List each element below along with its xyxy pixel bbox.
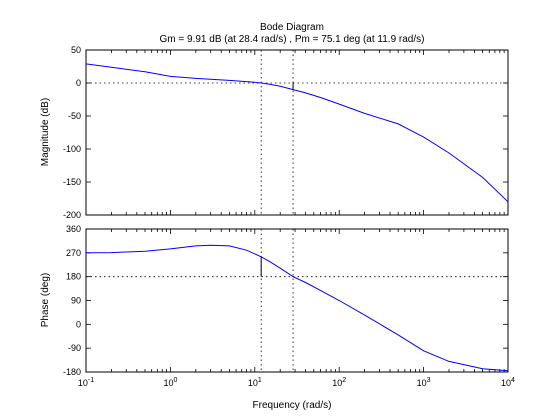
phase-panel: 360 270 180 90 0 -90 -180 — [63, 224, 509, 377]
magnitude-series-line — [85, 63, 509, 203]
magnitude-axis-label: Magnitude (dB) — [40, 98, 51, 166]
phase-y-tick-label: 180 — [66, 272, 81, 282]
x-tick-label: 102 — [332, 377, 346, 388]
magnitude-y-tick-label: -100 — [63, 144, 81, 154]
phase-y-tick-label: 270 — [66, 248, 81, 258]
phase-y-tick-label: -90 — [68, 343, 81, 353]
x-tick-labels: 10-1 100 101 102 103 104 — [78, 377, 515, 388]
x-tick-label: 100 — [163, 377, 177, 388]
magnitude-panel: 50 0 -50 -100 -150 -200 — [63, 45, 509, 220]
phase-y-tick-label: -180 — [63, 367, 81, 377]
phase-y-tick-label: 360 — [66, 224, 81, 234]
x-tick-label: 10-1 — [78, 377, 94, 388]
phase-y-tick-label: 0 — [76, 319, 81, 329]
x-tick-label: 104 — [501, 377, 515, 388]
x-tick-label: 101 — [248, 377, 262, 388]
margins-subtitle: Gm = 9.91 dB (at 28.4 rad/s) , Pm = 75.1… — [160, 34, 425, 45]
magnitude-y-tick-label: -200 — [63, 210, 81, 220]
phase-y-tick-label: 90 — [71, 296, 81, 306]
x-tick-label: 103 — [417, 377, 431, 388]
magnitude-y-tick-label: 0 — [76, 78, 81, 88]
magnitude-y-tick-label: -150 — [63, 177, 81, 187]
phase-axis-label: Phase (deg) — [40, 273, 51, 327]
magnitude-y-tick-label: -50 — [68, 111, 81, 121]
chart-title: Bode Diagram — [260, 22, 324, 33]
magnitude-axes-box — [85, 49, 509, 216]
magnitude-y-tick-label: 50 — [71, 45, 81, 55]
x-axis-label: Frequency (rad/s) — [253, 400, 332, 411]
phase-axes-box — [85, 228, 509, 373]
phase-series-line — [85, 244, 509, 372]
